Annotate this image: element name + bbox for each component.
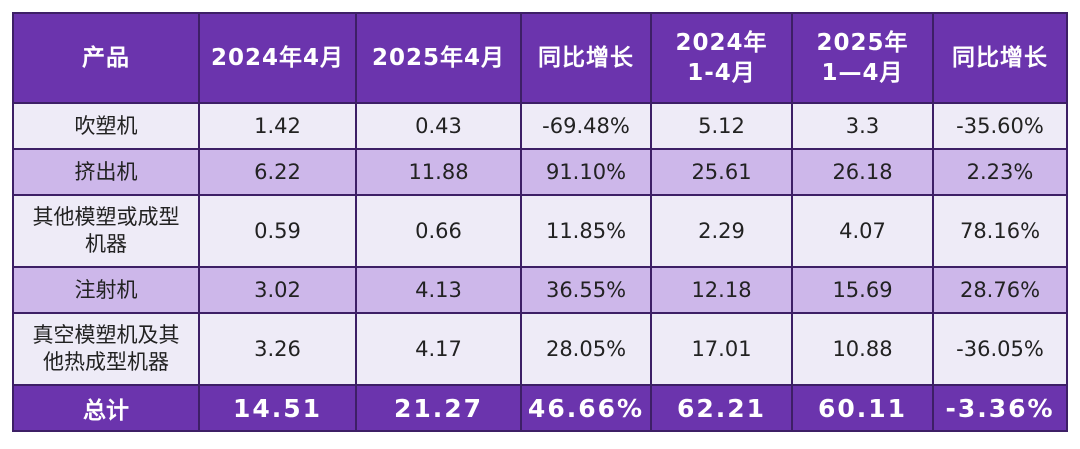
cell-value: 17.01	[650, 312, 793, 386]
cell-value: 5.12	[650, 102, 793, 150]
cell-value: 28.76%	[932, 266, 1068, 314]
cell-value: 10.88	[791, 312, 934, 386]
cell-value: 15.69	[791, 266, 934, 314]
cell-value: -69.48%	[520, 102, 652, 150]
cell-value: 25.61	[650, 148, 793, 196]
cell-product: 挤出机	[12, 148, 200, 196]
cell-value: 2.23%	[932, 148, 1068, 196]
header-yoy-cumulative: 同比增长	[932, 12, 1068, 104]
table-row: 注射机 3.02 4.13 36.55% 12.18 15.69 28.76%	[12, 266, 1068, 314]
cell-value: 0.66	[355, 194, 522, 268]
cell-value: 11.88	[355, 148, 522, 196]
cell-value: 0.43	[355, 102, 522, 150]
total-value: -3.36%	[932, 384, 1068, 432]
cell-value: 4.13	[355, 266, 522, 314]
cell-value: 2.29	[650, 194, 793, 268]
total-row: 总计 14.51 21.27 46.66% 62.21 60.11 -3.36%	[12, 384, 1068, 432]
table-row: 真空模塑机及其 他热成型机器 3.26 4.17 28.05% 17.01 10…	[12, 312, 1068, 386]
cell-value: 91.10%	[520, 148, 652, 196]
data-table: 产品 2024年4月 2025年4月 同比增长 2024年 1-4月 2025年…	[12, 12, 1068, 432]
cell-value: 4.07	[791, 194, 934, 268]
cell-value: 0.59	[198, 194, 357, 268]
table-row: 吹塑机 1.42 0.43 -69.48% 5.12 3.3 -35.60%	[12, 102, 1068, 150]
cell-value: 3.26	[198, 312, 357, 386]
cell-value: 78.16%	[932, 194, 1068, 268]
header-product: 产品	[12, 12, 200, 104]
header-2024-apr: 2024年4月	[198, 12, 357, 104]
cell-value: 26.18	[791, 148, 934, 196]
total-value: 62.21	[650, 384, 793, 432]
cell-product: 真空模塑机及其 他热成型机器	[12, 312, 200, 386]
total-label: 总计	[12, 384, 200, 432]
table-header-row: 产品 2024年4月 2025年4月 同比增长 2024年 1-4月 2025年…	[12, 12, 1068, 104]
cell-value: 36.55%	[520, 266, 652, 314]
cell-product: 吹塑机	[12, 102, 200, 150]
cell-value: 12.18	[650, 266, 793, 314]
table-row: 其他模塑或成型 机器 0.59 0.66 11.85% 2.29 4.07 78…	[12, 194, 1068, 268]
cell-value: 6.22	[198, 148, 357, 196]
header-2024-jan-apr: 2024年 1-4月	[650, 12, 793, 104]
total-value: 46.66%	[520, 384, 652, 432]
cell-value: -35.60%	[932, 102, 1068, 150]
header-yoy-month: 同比增长	[520, 12, 652, 104]
table-row: 挤出机 6.22 11.88 91.10% 25.61 26.18 2.23%	[12, 148, 1068, 196]
cell-product: 注射机	[12, 266, 200, 314]
header-2025-apr: 2025年4月	[355, 12, 522, 104]
cell-value: 11.85%	[520, 194, 652, 268]
cell-value: 4.17	[355, 312, 522, 386]
cell-value: 28.05%	[520, 312, 652, 386]
cell-value: 1.42	[198, 102, 357, 150]
total-value: 21.27	[355, 384, 522, 432]
cell-value: 3.02	[198, 266, 357, 314]
cell-product: 其他模塑或成型 机器	[12, 194, 200, 268]
header-2025-jan-apr: 2025年 1—4月	[791, 12, 934, 104]
total-value: 14.51	[198, 384, 357, 432]
cell-value: 3.3	[791, 102, 934, 150]
cell-value: -36.05%	[932, 312, 1068, 386]
total-value: 60.11	[791, 384, 934, 432]
